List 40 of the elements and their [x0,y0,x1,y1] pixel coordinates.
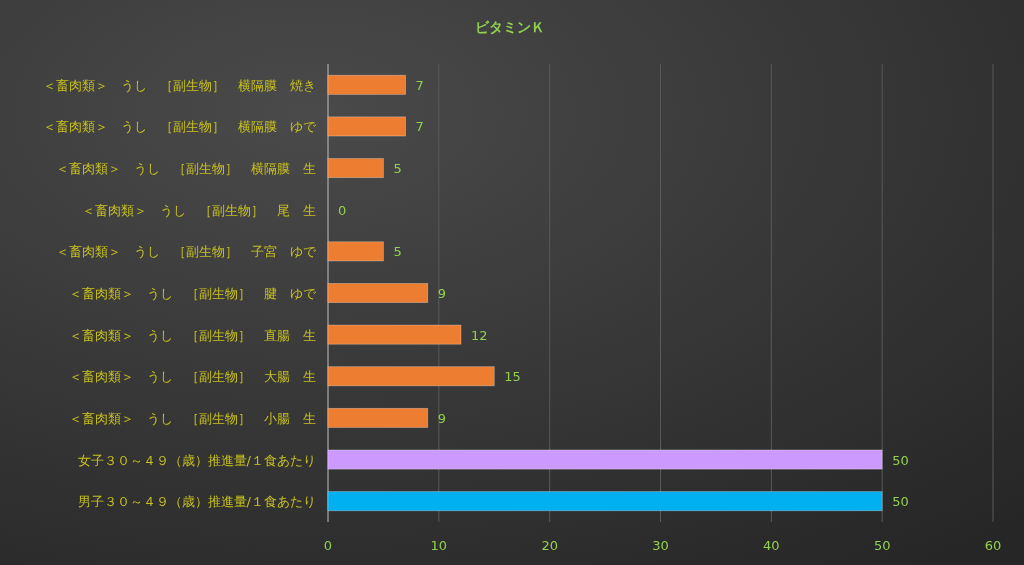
bar [327,74,406,95]
x-tick-label: 50 [873,538,891,553]
x-tick-label: 40 [763,538,780,553]
data-label: 7 [415,77,424,93]
bar [327,116,406,137]
bar [327,158,384,179]
y-tick-label: ＜畜肉類＞ うし ［副生物］ 大腸 生 [69,369,316,385]
bar [327,324,462,345]
data-label: 0 [338,202,347,218]
x-tick-label: 60 [984,538,1002,553]
data-label: 15 [504,369,521,385]
data-label: 7 [415,119,424,135]
data-label: 5 [393,244,402,260]
y-tick-label: ＜畜肉類＞ うし ［副生物］ 横隔膜 ゆで [43,119,317,135]
bar [327,241,384,262]
y-tick-label: ＜畜肉類＞ うし ［副生物］ 直腸 生 [69,327,316,343]
y-tick-label: ＜畜肉類＞ うし ［副生物］ 横隔膜 焼き [43,77,316,93]
x-tick-label: 0 [323,538,333,553]
data-label: 5 [393,161,402,177]
x-tick-label: 10 [430,538,448,553]
y-tick-label: 女子３０～４９（歳）推進量/１食あたり [77,452,316,468]
bar [327,449,883,470]
x-tick-label: 30 [652,538,669,553]
y-tick-label: 男子３０～４９（歳）推進量/１食あたり [77,494,316,510]
data-label: 9 [437,410,447,426]
data-label: 9 [437,286,447,301]
y-tick-label: ＜畜肉類＞ うし ［副生物］ 腱 ゆで [69,286,317,301]
data-label: 12 [471,327,488,343]
data-label: 50 [892,494,909,510]
data-label: 50 [892,452,909,468]
bar [327,491,883,512]
y-tick-label: ＜畜肉類＞ うし ［副生物］ 子宮 ゆで [56,244,317,260]
y-tick-label: ＜畜肉類＞ うし ［副生物］ 尾 生 [82,202,316,218]
bar [327,407,429,428]
x-tick-label: 20 [541,538,558,553]
bar [327,366,495,387]
y-tick-label: ＜畜肉類＞ うし ［副生物］ 横隔膜 生 [56,161,316,177]
chart-title: ビタミンＫ [475,19,545,35]
bar [327,283,429,303]
y-tick-label: ＜畜肉類＞ うし ［副生物］ 小腸 生 [69,410,316,426]
